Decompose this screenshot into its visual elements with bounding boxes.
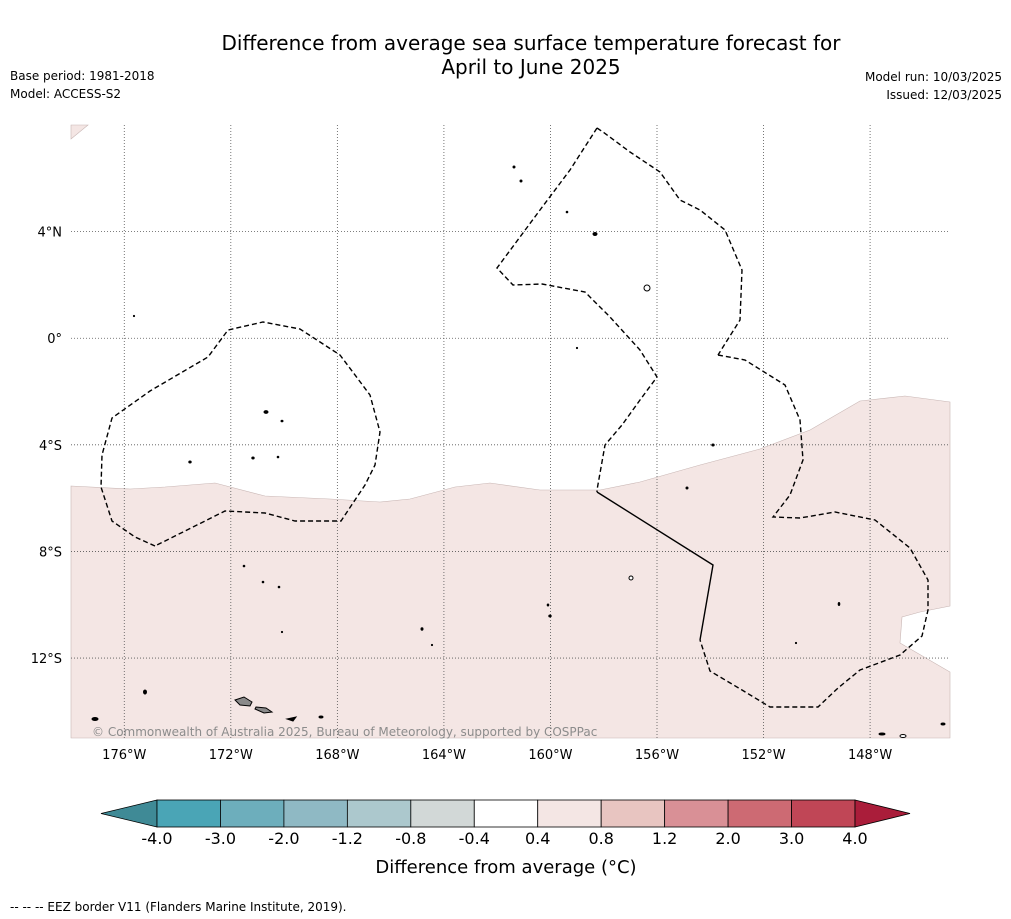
colorbar-tick-label: 0.4	[525, 829, 550, 848]
island-6	[318, 715, 324, 719]
latitude-tick-labels: 4°N 0° 4°S 8°S 12°S	[31, 226, 62, 667]
longitude-tick-label: 164°W	[422, 748, 466, 763]
longitude-tick-labels: 176°W 172°W 168°W 164°W 160°W 156°W 152°W 148°W	[102, 748, 892, 763]
island-15	[565, 210, 569, 214]
island-17	[575, 346, 579, 350]
island-26	[878, 732, 886, 736]
anomaly-region-northwest-corner	[70, 124, 89, 140]
island-20	[628, 575, 634, 581]
island-28	[940, 722, 946, 726]
island-7	[242, 564, 246, 568]
longitude-tick-label: 172°W	[209, 748, 253, 763]
colorbar: -4.0 -3.0 -2.0 -1.2 -0.8 -0.4 0.4 0.8 1.2 2.0 3.0 4…	[100, 799, 911, 848]
island-10	[280, 630, 284, 634]
island-25	[132, 314, 136, 318]
colorbar-tick-label: 0.8	[588, 829, 613, 848]
island-8	[261, 580, 265, 584]
meta-right: Model run: 10/03/2025 Issued: 12/03/2025	[865, 68, 1002, 104]
island-tutuila	[285, 716, 298, 722]
longitude-tick-label: 156°W	[635, 748, 679, 763]
colorbar-segment	[664, 799, 729, 828]
colorbar-extend-high	[854, 799, 911, 828]
colorbar-tick-label: 3.0	[779, 829, 804, 848]
islands	[91, 165, 946, 738]
anomaly-region-south	[70, 395, 951, 739]
colorbar-tick-label: -2.0	[268, 829, 299, 848]
island-12	[430, 643, 434, 647]
base-period-label: Base period: 1981-2018	[10, 69, 155, 83]
island-5	[91, 717, 99, 721]
colorbar-title: Difference from average (°C)	[375, 857, 636, 878]
colorbar-tick-label: 2.0	[715, 829, 740, 848]
colorbar-segment	[346, 799, 412, 828]
longitude-tick-label: 160°W	[528, 748, 572, 763]
colorbar-segment	[220, 799, 285, 828]
colorbar-extend-low	[100, 799, 158, 828]
colorbar-tick-label: -3.0	[205, 829, 236, 848]
colorbar-tick-label: -1.2	[332, 829, 363, 848]
model-run-label: Model run: 10/03/2025	[864, 70, 1002, 84]
copyright-notice: © Commonwealth of Australia 2025, Bureau…	[92, 725, 597, 739]
longitude-tick-label: 168°W	[315, 748, 359, 763]
latitude-tick-label: 4°N	[38, 226, 63, 241]
latitude-tick-label: 8°S	[39, 545, 62, 560]
island-16	[592, 232, 598, 236]
island-1	[188, 460, 192, 464]
island-3	[276, 455, 280, 459]
eez-border-north	[596, 127, 743, 356]
island-tokelau-2	[280, 419, 284, 423]
colorbar-segment	[410, 799, 475, 828]
island-savaii-east	[254, 706, 274, 714]
latitude-tick-label: 12°S	[31, 652, 62, 667]
island-tokelau-1	[263, 410, 269, 414]
colorbar-tick-label: -0.8	[395, 829, 426, 848]
island-kiritimati	[643, 284, 651, 292]
colorbar-segment	[473, 799, 539, 828]
eez-border-west	[100, 321, 381, 547]
island-upolu	[234, 696, 253, 707]
island-18	[711, 443, 715, 447]
model-label: Model: ACCESS-S2	[10, 87, 122, 101]
island-11	[420, 627, 424, 631]
footnote-eez-source: -- -- -- EEZ border V11 (Flanders Marine…	[10, 900, 347, 914]
island-14	[519, 179, 523, 183]
island-22	[548, 614, 552, 618]
longitude-tick-label: 148°W	[848, 748, 892, 763]
island-9	[277, 585, 281, 589]
colorbar-segment	[791, 799, 856, 828]
colorbar-segment	[283, 799, 348, 828]
meta-left: Base period: 1981-2018 Model: ACCESS-S2	[10, 67, 155, 103]
colorbar-tick-label: 4.0	[842, 829, 867, 848]
island-2	[251, 456, 255, 460]
title-line-2: April to June 2025	[441, 55, 621, 79]
colorbar-tick-label: 1.2	[652, 829, 677, 848]
eez-border-solid-segment	[596, 491, 714, 641]
island-13	[512, 165, 516, 169]
colorbar-segment	[156, 799, 221, 828]
eez-border-east	[699, 354, 929, 708]
chart-title: Difference from average sea surface temp…	[0, 31, 1011, 79]
colorbar-tick-label: -0.4	[459, 829, 490, 848]
island-19	[685, 486, 689, 490]
island-27	[899, 734, 907, 738]
island-23	[837, 602, 841, 606]
colorbar-segment	[537, 799, 602, 828]
longitude-tick-label: 176°W	[102, 748, 146, 763]
eez-border-center	[496, 127, 658, 492]
issued-label: Issued: 12/03/2025	[886, 88, 1002, 102]
colorbar-segment	[600, 799, 666, 828]
island-24	[794, 641, 798, 645]
latitude-tick-label: 4°S	[39, 439, 62, 454]
title-line-1: Difference from average sea surface temp…	[221, 31, 841, 55]
island-21	[546, 603, 550, 607]
colorbar-segment	[727, 799, 792, 828]
colorbar-tick-label: -4.0	[141, 829, 172, 848]
gridlines	[71, 125, 950, 738]
island-4	[143, 689, 147, 695]
latitude-tick-label: 0°	[47, 332, 62, 347]
longitude-tick-label: 152°W	[741, 748, 785, 763]
